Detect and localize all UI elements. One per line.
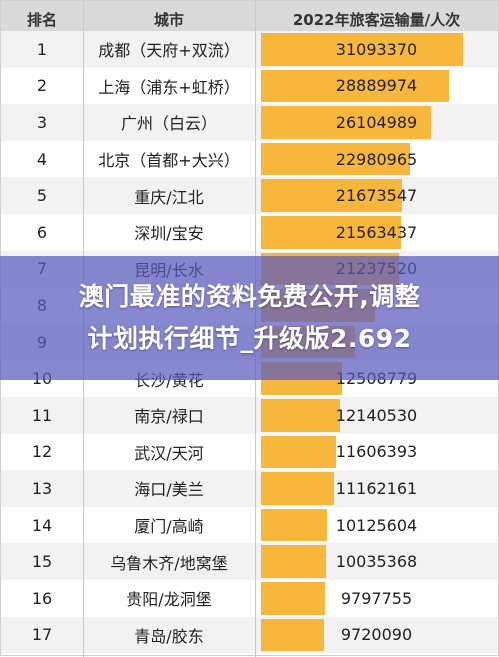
value-cell: 11606393: [335, 442, 418, 462]
city-cell: 重庆/江北: [134, 187, 204, 207]
value-cell: 9797755: [340, 588, 413, 608]
city-cell: 贵阳/龙洞堡: [126, 590, 212, 610]
header-rank: 排名: [26, 11, 57, 29]
header-value: 2022年旅客运输量/人次: [292, 11, 461, 29]
value-bar: [261, 582, 325, 615]
city-cell: 南京/禄口: [134, 407, 204, 427]
table-row: 6 深圳/宝安 21563437: [1, 214, 498, 251]
value-bar: [261, 472, 334, 505]
city-cell: 武汉/天河: [134, 443, 204, 463]
value-cell: 31093370: [335, 39, 418, 59]
rank-cell: 4: [36, 149, 48, 169]
city-cell: 成都（天府+双流）: [98, 41, 240, 61]
rank-cell: 14: [31, 515, 53, 535]
rank-cell: 3: [36, 112, 48, 132]
table-row: 2 上海（浦东+虹桥） 28889974: [1, 67, 498, 105]
value-bar: [261, 142, 411, 176]
value-cell: 10035368: [335, 552, 418, 572]
value-bar: [261, 69, 449, 103]
rank-cell: 11: [31, 405, 53, 425]
table-row: 3 广州（白云） 26104989: [1, 104, 498, 141]
rank-cell: 15: [31, 552, 53, 572]
value-bar: [261, 618, 325, 652]
rank-cell: 16: [31, 588, 53, 608]
city-cell: 广州（白云）: [120, 114, 217, 134]
value-cell: 26104989: [335, 112, 418, 132]
city-cell: 厦门/高崎: [134, 517, 204, 537]
header-city: 城市: [153, 11, 184, 29]
value-cell: 12140530: [335, 405, 418, 425]
table-row: 15 乌鲁木齐/地窝堡 10035368: [1, 543, 498, 580]
value-cell: 22980965: [335, 149, 418, 169]
table-row: 1 成都（天府+双流） 31093370: [1, 31, 498, 68]
value-bar: [261, 545, 327, 578]
banner-line-2: 计划执行细节_升级版2.692: [87, 324, 412, 353]
value-cell: 9720090: [340, 625, 413, 645]
rank-cell: 1: [36, 39, 48, 59]
value-bar: [261, 216, 402, 249]
table-row: 17 青岛/胶东 9720090: [1, 616, 498, 654]
overlay-banner: 澳门最准的资料免费公开,调整 计划执行细节_升级版2.692: [0, 256, 499, 380]
table-row: 4 北京（首都+大兴） 22980965: [1, 140, 498, 178]
rank-cell: 13: [31, 478, 53, 498]
value-bar: [261, 33, 463, 66]
value-bar: [261, 435, 337, 469]
city-cell: 北京（首都+大兴）: [98, 151, 240, 171]
table-row: 12 武汉/天河 11606393: [1, 433, 498, 471]
value-bar: [261, 179, 402, 212]
value-cell: 21563437: [335, 222, 418, 242]
rank-cell: 5: [36, 186, 48, 206]
value-cell: 11162161: [335, 478, 418, 498]
city-cell: 乌鲁木齐/地窝堡: [110, 553, 228, 573]
value-bar: [261, 399, 340, 432]
value-bar: [261, 106, 431, 139]
table-row: 13 海口/美兰 11162161: [1, 470, 498, 507]
value-cell: 21673547: [335, 186, 418, 206]
value-bar: [261, 508, 327, 542]
table-row: 11 南京/禄口 12140530: [1, 397, 498, 434]
rank-cell: 12: [31, 442, 53, 462]
table-row: 16 贵阳/龙洞堡 9797755: [1, 580, 498, 617]
table-row: 14 厦门/高崎 10125604: [1, 506, 498, 544]
rank-cell: 6: [36, 222, 48, 242]
city-cell: 青岛/胶东: [134, 626, 204, 646]
rank-cell: 17: [31, 625, 53, 645]
city-cell: 海口/美兰: [134, 480, 204, 500]
value-cell: 28889974: [335, 76, 418, 96]
rank-cell: 2: [36, 76, 48, 96]
table-row: 5 重庆/江北 21673547: [1, 177, 498, 214]
banner-line-1: 澳门最准的资料免费公开,调整: [78, 282, 421, 311]
city-cell: 深圳/宝安: [134, 224, 204, 244]
city-cell: 上海（浦东+虹桥）: [98, 77, 240, 97]
value-cell: 10125604: [335, 515, 418, 535]
